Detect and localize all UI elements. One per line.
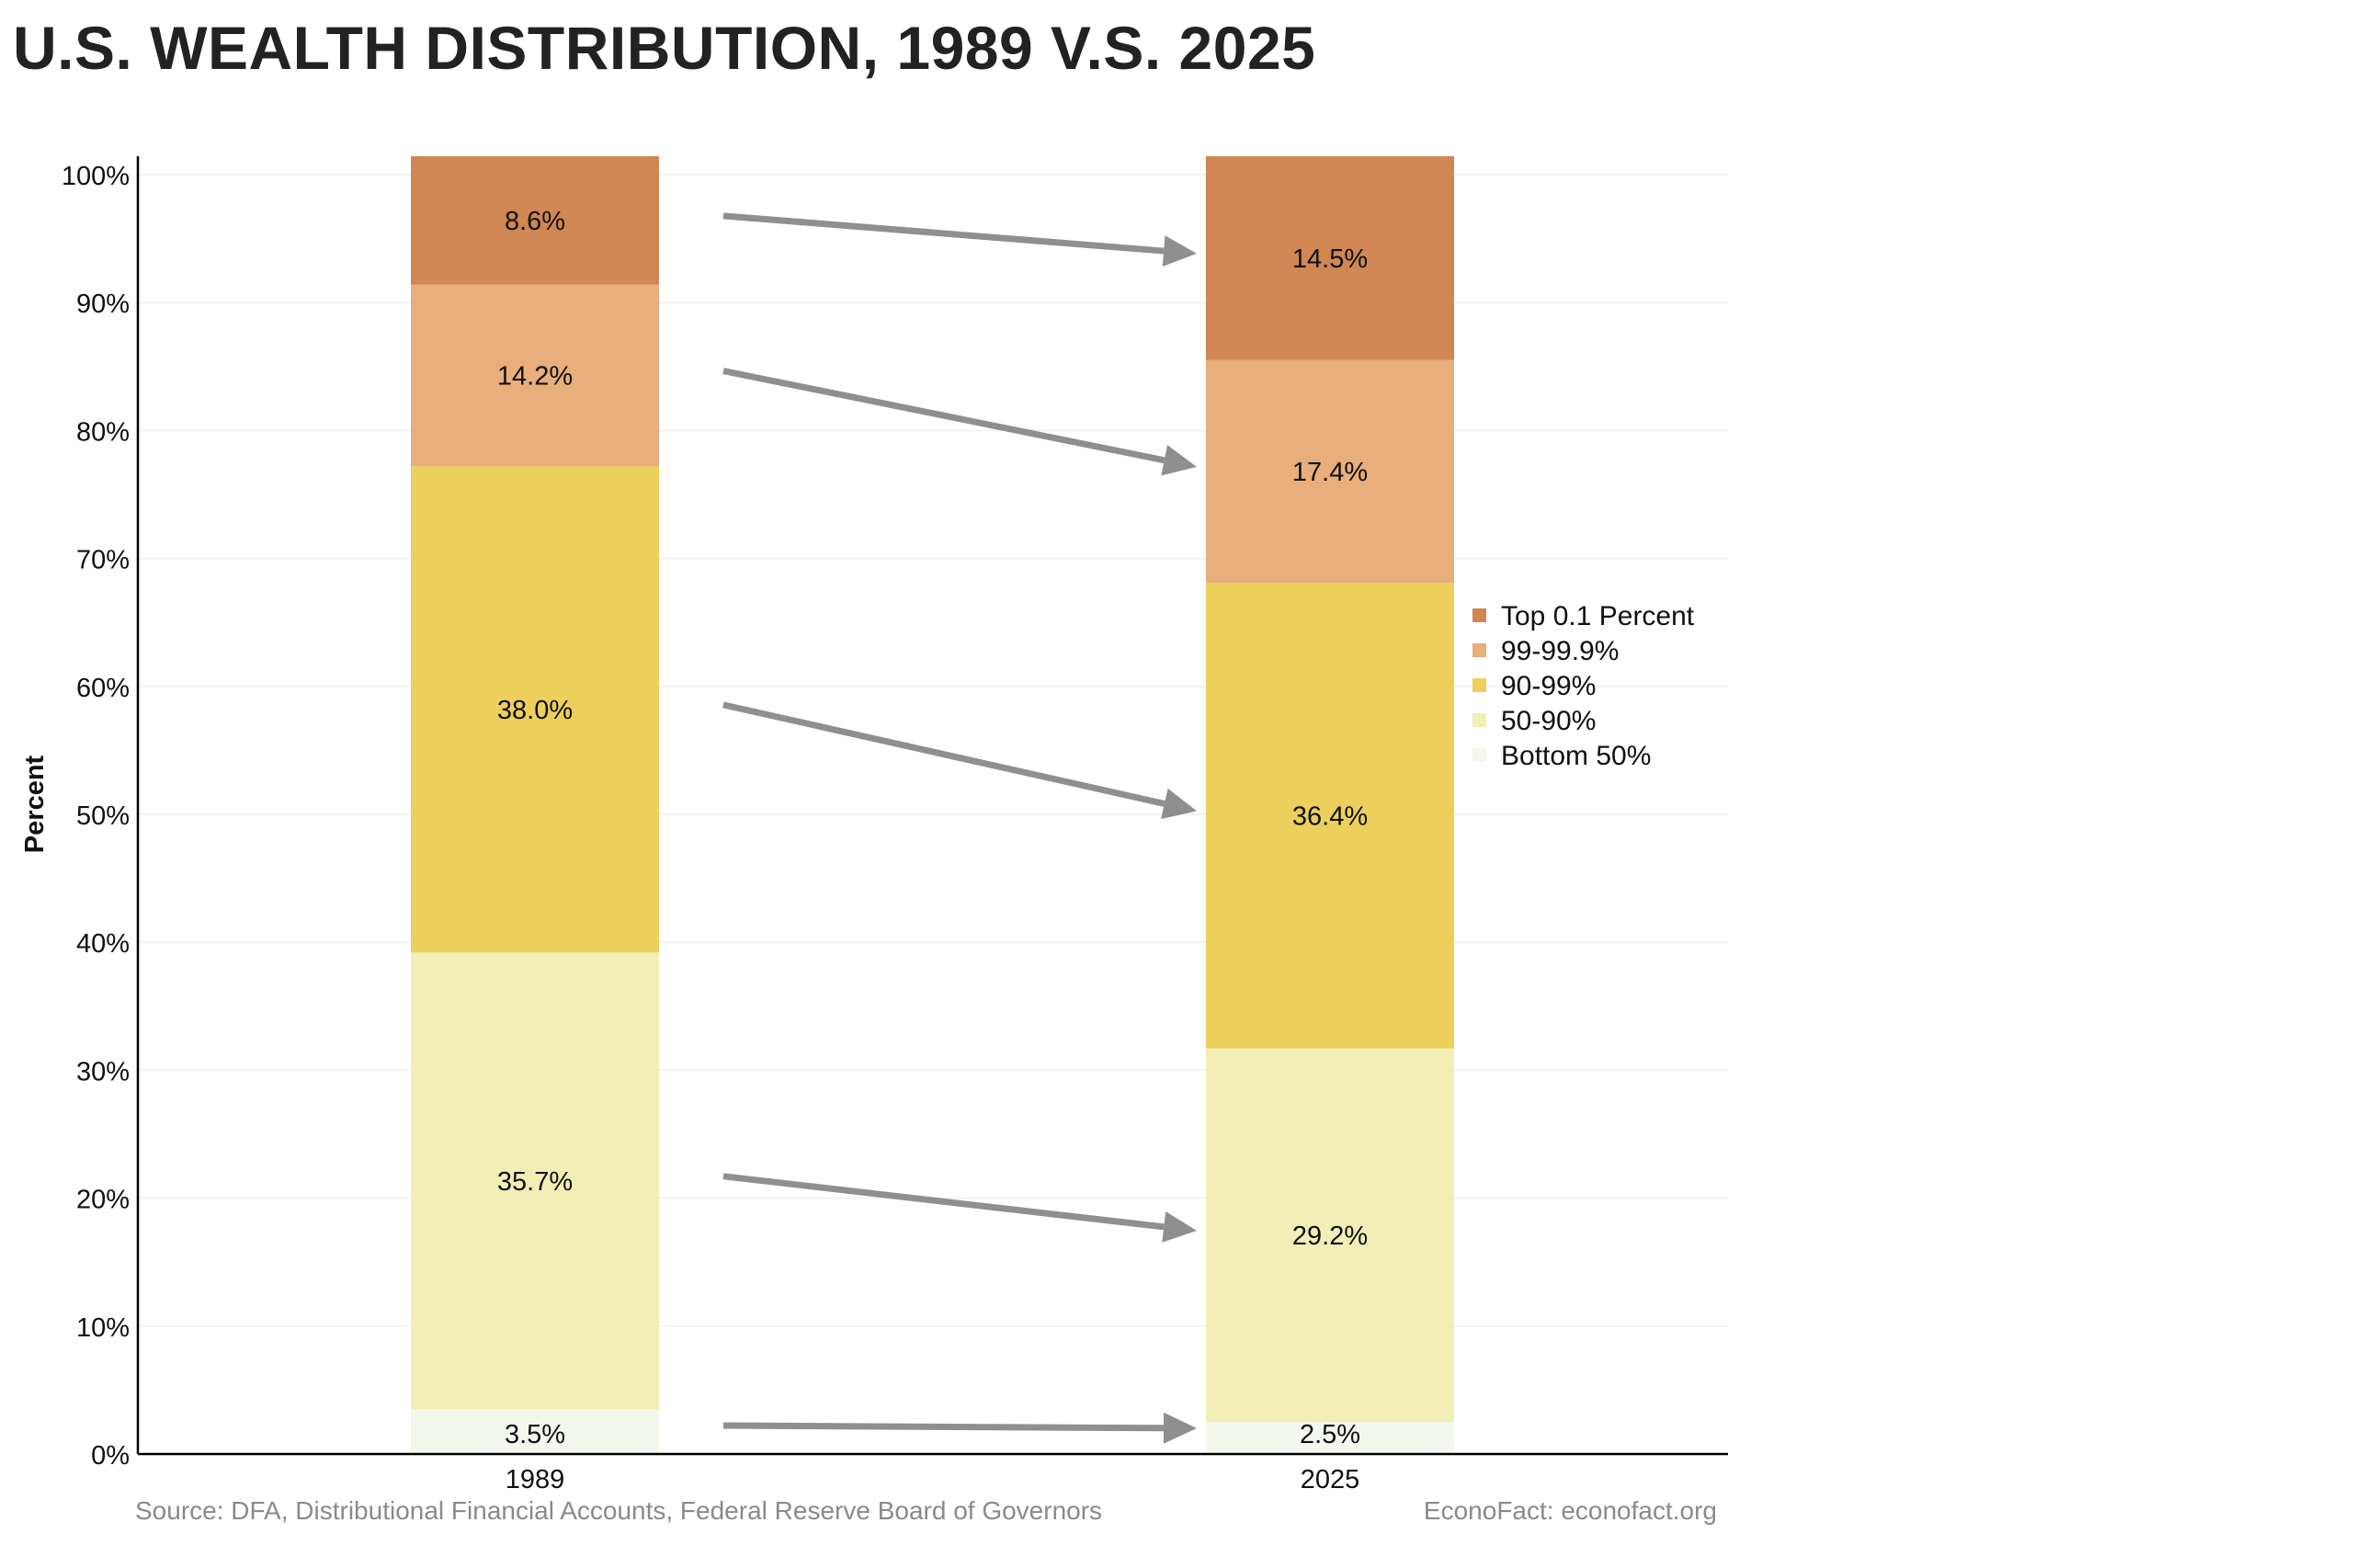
change-arrow (722, 701, 1197, 820)
y-tick-label: 90% (76, 290, 130, 319)
legend-label: 99-99.9% (1501, 636, 1619, 666)
x-tick-label: 1989 (506, 1465, 565, 1494)
data-label: 8.6% (505, 207, 565, 236)
bar-segment (411, 952, 659, 1410)
page-title: U.S. WEALTH DISTRIBUTION, 1989 V.S. 2025 (13, 14, 1316, 82)
y-tick-label: 50% (76, 801, 130, 831)
data-label: 29.2% (1292, 1221, 1368, 1251)
bar-segment (1206, 1422, 1454, 1454)
legend-label: Bottom 50% (1501, 741, 1651, 771)
gridlines (138, 174, 1728, 1455)
y-tick-labels: 0% 10% 20% 30% 40% 50% 60% 70% 80% 90% 100% (62, 162, 130, 1471)
legend-label: 90-99% (1501, 671, 1596, 701)
bar-segment (1206, 156, 1454, 360)
legend-item: 99-99.9% (1472, 636, 1619, 666)
legend-swatch (1472, 608, 1486, 622)
legend-item: 90-99% (1472, 671, 1596, 701)
data-label: 3.5% (505, 1420, 565, 1449)
bars (411, 156, 1454, 1454)
data-label: 14.2% (497, 362, 573, 392)
bar-segment (411, 284, 659, 467)
change-arrows (722, 212, 1197, 1444)
data-label: 17.4% (1292, 458, 1368, 487)
y-tick-label: 0% (91, 1441, 130, 1471)
credit-note: EconoFact: econofact.org (1423, 1496, 1717, 1525)
source-note: Source: DFA, Distributional Financial Ac… (135, 1496, 1103, 1525)
y-tick-label: 40% (76, 929, 130, 959)
data-label: 2.5% (1300, 1420, 1360, 1449)
legend-label: Top 0.1 Percent (1501, 601, 1695, 631)
change-arrow (722, 368, 1197, 476)
y-tick-label: 60% (76, 674, 130, 703)
data-label: 38.0% (497, 696, 573, 725)
x-tick-labels: 1989 2025 (506, 1465, 1360, 1494)
data-label: 35.7% (497, 1167, 573, 1197)
legend-item: Top 0.1 Percent (1472, 601, 1695, 631)
change-arrow (722, 1173, 1197, 1243)
axes (136, 156, 1728, 1456)
legend-swatch (1472, 713, 1486, 727)
bar-segment (1206, 359, 1454, 584)
legend: Top 0.1 Percent 99-99.9% 90-99% 50-90% Botto… (1472, 601, 1695, 771)
y-tick-label: 80% (76, 417, 130, 447)
x-tick-label: 2025 (1301, 1465, 1360, 1494)
y-tick-label: 30% (76, 1057, 130, 1086)
bar-segment (1206, 583, 1454, 1049)
legend-swatch (1472, 643, 1486, 657)
data-label: 14.5% (1292, 244, 1368, 274)
legend-swatch (1472, 748, 1486, 762)
legend-label: 50-90% (1501, 706, 1596, 736)
bar-segment (411, 156, 659, 285)
legend-swatch (1472, 678, 1486, 692)
y-tick-label: 20% (76, 1186, 130, 1215)
bar-segment (1206, 1048, 1454, 1423)
bar-segment (411, 466, 659, 953)
legend-item: 50-90% (1472, 706, 1596, 736)
y-tick-label: 10% (76, 1313, 130, 1343)
change-arrow (722, 212, 1197, 267)
change-arrow (722, 1412, 1197, 1444)
y-tick-label: 70% (76, 546, 130, 575)
bar-segment (411, 1409, 659, 1454)
legend-item: Bottom 50% (1472, 741, 1651, 771)
y-axis-label: Percent (20, 755, 50, 853)
segment-labels: 3.5% 35.7% 38.0% 14.2% 8.6% 2.5% 29.2% 36.4% 17.… (497, 207, 1368, 1449)
data-label: 36.4% (1292, 801, 1368, 831)
y-tick-label: 100% (62, 162, 130, 191)
